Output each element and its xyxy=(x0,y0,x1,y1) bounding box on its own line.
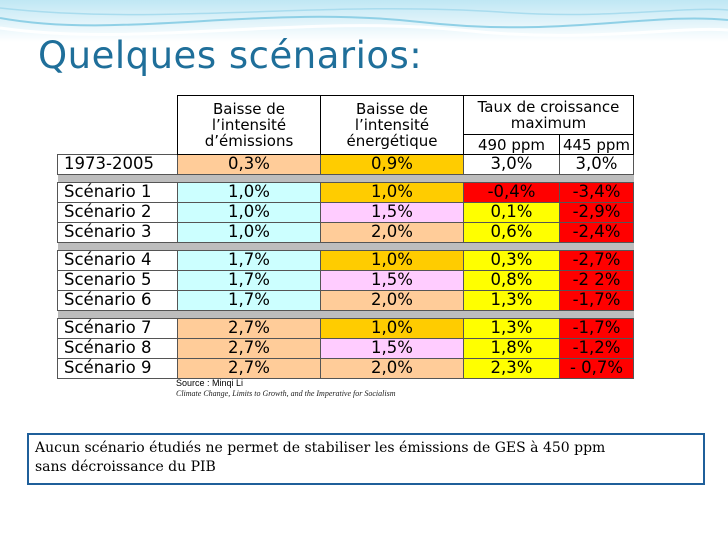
emissions-value: 0,3% xyxy=(177,154,321,175)
scenario-table: Baisse de l’intensité d’émissions Baisse… xyxy=(57,95,634,379)
table-row: Scénario 8 2,7% 1,5% 1,8% -1,2% xyxy=(57,338,634,359)
ppm445-value: -1,7% xyxy=(559,318,634,339)
row-label: Scénario 8 xyxy=(57,338,178,359)
table-row: Scenario 5 1,7% 1,5% 0,8% -2 2% xyxy=(57,270,634,291)
energetique-value: 2,0% xyxy=(320,358,464,379)
header-emissions-line-3: d’émissions xyxy=(204,132,294,150)
ppm490-value: -0,4% xyxy=(463,182,560,203)
conclusion-box: Aucun scénario étudiés ne permet de stab… xyxy=(27,433,705,485)
table-header-row-1: Baisse de l’intensité d’émissions Baisse… xyxy=(57,95,634,155)
ppm445-value: -3,4% xyxy=(559,182,634,203)
header-growth-line-2: maximum xyxy=(510,114,587,132)
ppm445-value: -1,7% xyxy=(559,290,634,311)
emissions-value: 2,7% xyxy=(177,358,321,379)
row-label: Scénario 6 xyxy=(57,290,178,311)
row-label: Scénario 2 xyxy=(57,202,178,223)
ppm445-value: -2,7% xyxy=(559,250,634,271)
table-row: Scénario 7 2,7% 1,0% 1,3% -1,7% xyxy=(57,318,634,339)
group-separator xyxy=(57,242,634,251)
table-row: Scénario 2 1,0% 1,5% 0,1% -2,9% xyxy=(57,202,634,223)
emissions-value: 2,7% xyxy=(177,318,321,339)
ppm490-value: 0,8% xyxy=(463,270,560,291)
ppm490-value: 1,3% xyxy=(463,318,560,339)
header-energetique-line-3: énergétique xyxy=(346,132,438,150)
row-label: Scénario 7 xyxy=(57,318,178,339)
row-label: 1973-2005 xyxy=(57,154,178,175)
emissions-value: 1,7% xyxy=(177,250,321,271)
ppm490-value: 0,6% xyxy=(463,222,560,243)
emissions-value: 1,7% xyxy=(177,290,321,311)
emissions-value: 1,7% xyxy=(177,270,321,291)
energetique-value: 1,5% xyxy=(320,338,464,359)
header-energetique-line-2: l’intensité xyxy=(354,116,430,134)
source-reference: Climate Change, Limits to Growth, and th… xyxy=(176,389,396,398)
ppm490-value: 2,3% xyxy=(463,358,560,379)
emissions-value: 1,0% xyxy=(177,222,321,243)
header-emissions-line-1: Baisse de xyxy=(212,100,286,118)
table-row: Scénario 9 2,7% 2,0% 2,3% - 0,7% xyxy=(57,358,634,379)
separator-bar xyxy=(57,310,634,319)
header-energetique: Baisse de l’intensité énergétique xyxy=(320,95,464,155)
row-label: Scenario 5 xyxy=(57,270,178,291)
ppm445-value: -2,4% xyxy=(559,222,634,243)
ppm490-value: 0,3% xyxy=(463,250,560,271)
header-emissions-line-2: l’intensité xyxy=(211,116,287,134)
source-credit: Source : Minqi Li xyxy=(176,378,244,388)
emissions-value: 1,0% xyxy=(177,202,321,223)
group-separator xyxy=(57,310,634,319)
slide-title: Quelques scénarios: xyxy=(38,34,423,77)
ppm445-value: - 0,7% xyxy=(559,358,634,379)
decorative-wave-graphic xyxy=(0,7,728,37)
header-growth: Taux de croissance maximum xyxy=(463,95,634,135)
ppm445-value: 3,0% xyxy=(559,154,634,175)
table-row: Scénario 4 1,7% 1,0% 0,3% -2,7% xyxy=(57,250,634,271)
energetique-value: 2,0% xyxy=(320,222,464,243)
conclusion-line-1: Aucun scénario étudiés ne permet de stab… xyxy=(35,440,606,456)
header-energetique-line-1: Baisse de xyxy=(355,100,429,118)
emissions-value: 1,0% xyxy=(177,182,321,203)
energetique-value: 1,5% xyxy=(320,202,464,223)
ppm490-value: 3,0% xyxy=(463,154,560,175)
energetique-value: 0,9% xyxy=(320,154,464,175)
group-separator xyxy=(57,174,634,183)
table-row: Scénario 3 1,0% 2,0% 0,6% -2,4% xyxy=(57,222,634,243)
energetique-value: 1,0% xyxy=(320,182,464,203)
ppm490-value: 1,8% xyxy=(463,338,560,359)
row-label: Scénario 1 xyxy=(57,182,178,203)
energetique-value: 2,0% xyxy=(320,290,464,311)
ppm445-value: -2,9% xyxy=(559,202,634,223)
energetique-value: 1,0% xyxy=(320,250,464,271)
separator-bar xyxy=(57,242,634,251)
energetique-value: 1,0% xyxy=(320,318,464,339)
emissions-value: 2,7% xyxy=(177,338,321,359)
ppm445-value: -1,2% xyxy=(559,338,634,359)
energetique-value: 1,5% xyxy=(320,270,464,291)
ppm490-value: 0,1% xyxy=(463,202,560,223)
row-label: Scénario 4 xyxy=(57,250,178,271)
row-label: Scénario 3 xyxy=(57,222,178,243)
conclusion-line-2: sans décroissance du PIB xyxy=(35,459,216,475)
header-growth-line-1: Taux de croissance xyxy=(477,98,620,116)
table-row: 1973-2005 0,3% 0,9% 3,0% 3,0% xyxy=(57,154,634,175)
header-blank-cell xyxy=(57,95,178,155)
ppm445-value: -2 2% xyxy=(559,270,634,291)
table-row: Scénario 6 1,7% 2,0% 1,3% -1,7% xyxy=(57,290,634,311)
header-490-ppm: 490 ppm xyxy=(463,134,560,155)
ppm490-value: 1,3% xyxy=(463,290,560,311)
header-445-ppm: 445 ppm xyxy=(559,134,634,155)
header-emissions: Baisse de l’intensité d’émissions xyxy=(177,95,321,155)
row-label: Scénario 9 xyxy=(57,358,178,379)
table-header-row-2: 490 ppm 445 ppm xyxy=(58,134,634,155)
table-row: Scénario 1 1,0% 1,0% -0,4% -3,4% xyxy=(57,182,634,203)
separator-bar xyxy=(57,174,634,183)
